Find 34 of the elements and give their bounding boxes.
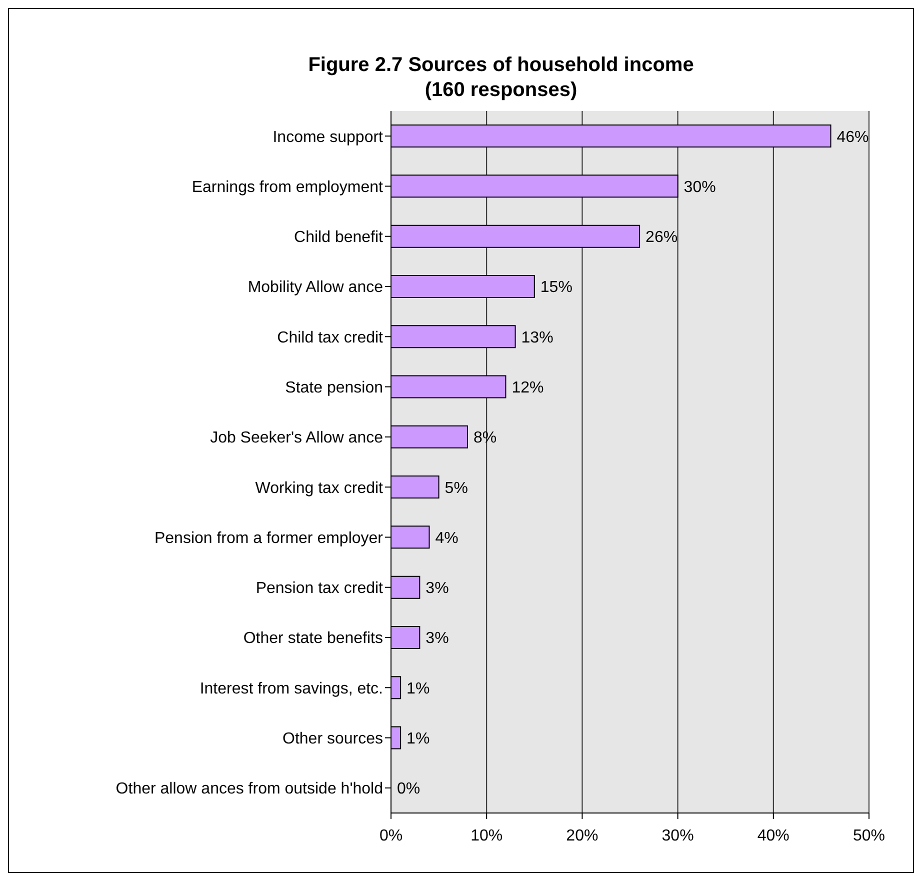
data-label: 46% (836, 128, 869, 146)
chart-title: Figure 2.7 Sources of household income (160 responses) (307, 53, 695, 103)
y-tick-label: Job Seeker's Allow ance (210, 430, 384, 447)
data-label: 13% (521, 329, 554, 346)
x-tick-label: 10% (470, 827, 503, 844)
data-label: 1% (406, 680, 430, 698)
x-tick-label: 30% (662, 827, 694, 844)
y-tick-label: Child benefit (294, 229, 384, 246)
x-tick-label: 0% (379, 827, 403, 844)
x-tick-label: 50% (852, 827, 886, 844)
data-label: 1% (406, 730, 430, 748)
data-label: 26% (646, 229, 678, 246)
data-label: 5% (444, 480, 468, 497)
data-label: 3% (426, 630, 449, 648)
data-label: 15% (540, 279, 572, 296)
x-tick-label: 20% (566, 827, 598, 844)
y-tick-label: Mobility Allow ance (248, 279, 384, 296)
x-tick-label: 40% (757, 827, 790, 844)
y-tick-label: Other state benefits (243, 630, 383, 648)
y-tick-label: Interest from savings, etc. (200, 680, 383, 698)
y-tick-label: Child tax credit (277, 329, 384, 346)
y-tick-label: Earnings from employment (192, 178, 384, 196)
y-tick-label: Pension from a former employer (154, 530, 384, 547)
data-label: 30% (684, 178, 716, 196)
data-label: 0% (397, 780, 420, 798)
y-tick-label: Income support (272, 128, 384, 146)
data-label: 4% (435, 530, 458, 547)
y-tick-label: Other allow ances from outside h'hold (116, 780, 383, 798)
y-tick-label: Pension tax credit (256, 580, 384, 598)
data-label: 12% (512, 379, 544, 396)
y-tick-label: Other sources (282, 730, 383, 748)
y-tick-label: Working tax credit (255, 480, 384, 497)
data-label: 3% (426, 580, 449, 598)
y-tick-label: State pension (285, 379, 383, 396)
